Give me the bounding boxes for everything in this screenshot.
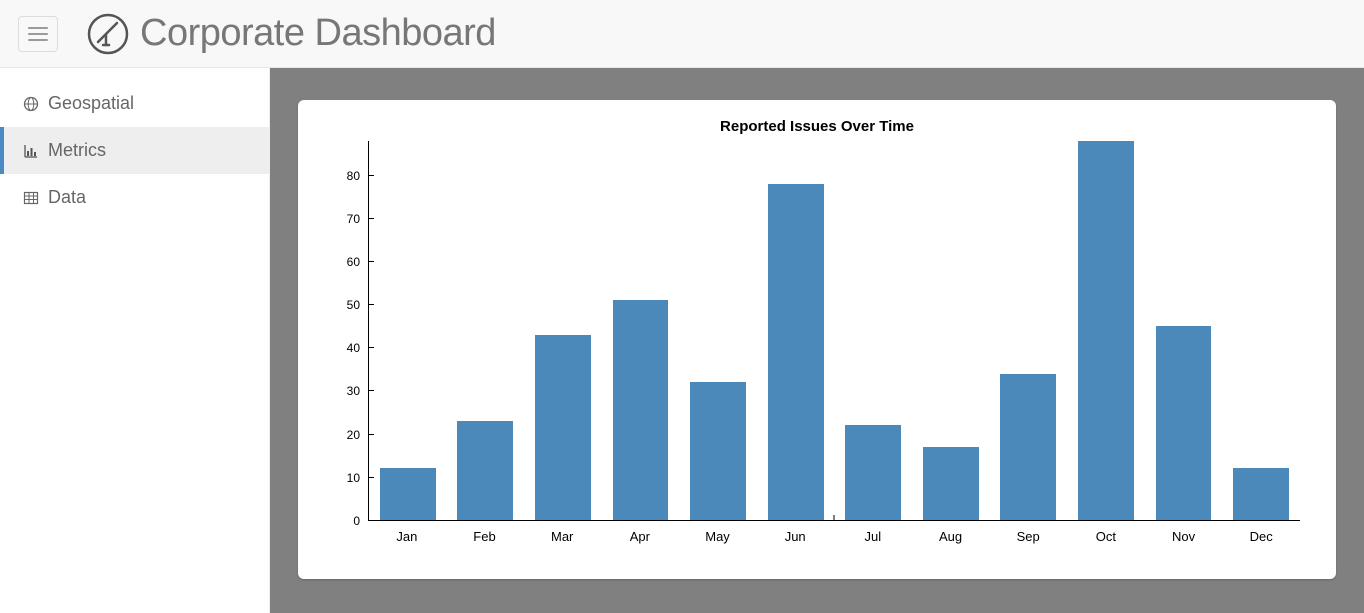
brand[interactable]: Corporate Dashboard bbox=[86, 12, 496, 56]
y-tick-label: 30 bbox=[347, 384, 360, 398]
chart-bar bbox=[1233, 468, 1289, 520]
sidebar-item-label: Data bbox=[48, 187, 86, 208]
x-tick-label: Sep bbox=[989, 521, 1067, 551]
x-tick-label: Jan bbox=[368, 521, 446, 551]
chart-bar bbox=[1078, 141, 1134, 520]
y-tick-label: 10 bbox=[347, 471, 360, 485]
chart-bar bbox=[768, 184, 824, 520]
y-tick-label: 40 bbox=[347, 341, 360, 355]
y-tick-label: 80 bbox=[347, 169, 360, 183]
chart-bar bbox=[457, 421, 513, 520]
sidebar-item-label: Geospatial bbox=[48, 93, 134, 114]
app-title: Corporate Dashboard bbox=[140, 12, 496, 55]
x-tick-label: May bbox=[679, 521, 757, 551]
x-tick-label: Feb bbox=[446, 521, 524, 551]
bar-chart-icon bbox=[22, 143, 40, 159]
issues-bar-chart: 0 10 20 30 40 50 60 70 80 JanFebMarAprMayJunJulA… bbox=[326, 141, 1308, 551]
chart-bar bbox=[380, 468, 436, 520]
chart-bar bbox=[613, 300, 669, 520]
y-tick-label: 70 bbox=[347, 212, 360, 226]
top-bar: Corporate Dashboard bbox=[0, 0, 1364, 68]
x-tick-label: Dec bbox=[1222, 521, 1300, 551]
y-tick-label: 50 bbox=[347, 298, 360, 312]
chart-bar bbox=[690, 382, 746, 520]
sidebar-item-data[interactable]: Data bbox=[0, 174, 269, 221]
content-area: Reported Issues Over Time 0 10 20 30 40 50 60 7… bbox=[270, 68, 1364, 613]
telescope-icon bbox=[86, 12, 130, 56]
chart-bar bbox=[535, 335, 591, 520]
x-tick-label: Oct bbox=[1067, 521, 1145, 551]
chart-bar bbox=[845, 425, 901, 520]
x-tick-label: Jul bbox=[834, 521, 912, 551]
sidebar-item-metrics[interactable]: Metrics bbox=[0, 127, 269, 174]
x-tick-label: Nov bbox=[1145, 521, 1223, 551]
y-tick-label: 0 bbox=[353, 514, 360, 528]
chart-bar bbox=[1156, 326, 1212, 520]
sidebar: Geospatial Metrics bbox=[0, 68, 270, 613]
x-tick-label: Mar bbox=[523, 521, 601, 551]
x-tick-label: Jun bbox=[756, 521, 834, 551]
y-tick-label: 20 bbox=[347, 428, 360, 442]
chart-panel: Reported Issues Over Time 0 10 20 30 40 50 60 7… bbox=[298, 100, 1336, 579]
y-tick-label: 60 bbox=[347, 255, 360, 269]
chart-bar bbox=[923, 447, 979, 520]
sidebar-item-label: Metrics bbox=[48, 140, 106, 161]
menu-toggle-button[interactable] bbox=[18, 16, 58, 52]
x-tick-label: Aug bbox=[912, 521, 990, 551]
sidebar-item-geospatial[interactable]: Geospatial bbox=[0, 80, 269, 127]
chart-bar bbox=[1000, 374, 1056, 520]
table-icon bbox=[22, 190, 40, 206]
chart-title: Reported Issues Over Time bbox=[326, 118, 1308, 135]
x-tick-label: Apr bbox=[601, 521, 679, 551]
globe-icon bbox=[22, 96, 40, 112]
